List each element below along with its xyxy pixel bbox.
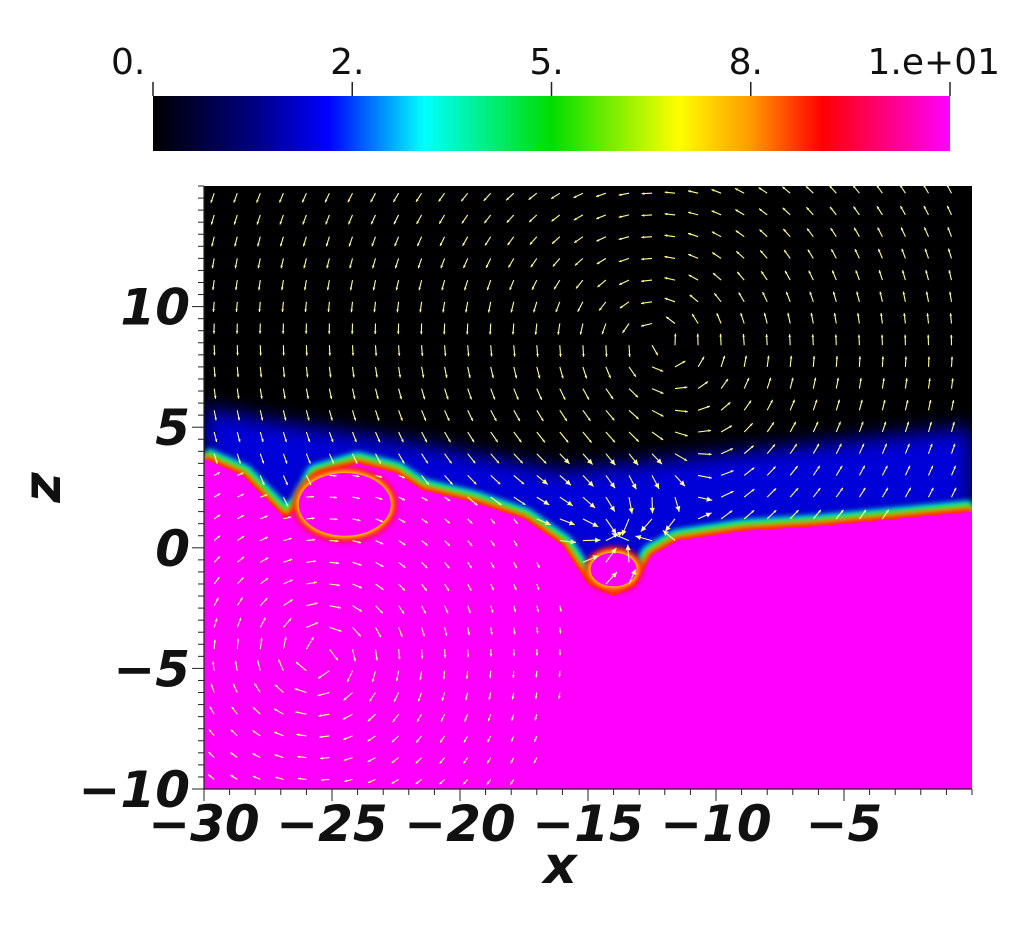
x-axis-title: x bbox=[540, 836, 578, 896]
x-tick-label: −20 bbox=[404, 795, 515, 853]
colorbar-tick-label: 5. bbox=[529, 42, 563, 83]
y-axis-title: z bbox=[13, 472, 73, 504]
y-tick-label: −10 bbox=[79, 761, 190, 819]
plot-area bbox=[204, 184, 972, 789]
y-tick-label: 5 bbox=[155, 399, 190, 457]
y-axis: −10 −5 0 5 10 bbox=[79, 186, 204, 819]
x-tick-label: −5 bbox=[806, 795, 883, 853]
y-tick-label: 10 bbox=[120, 279, 190, 337]
x-tick-label: −10 bbox=[660, 795, 771, 853]
colorbar-tick-label: 8. bbox=[729, 42, 763, 83]
colorbar-tick-label: 1.e+01 bbox=[868, 42, 1000, 83]
colorbar: 0. 2. 5. 8. 1.e+01 bbox=[111, 42, 1000, 151]
bubble bbox=[299, 473, 391, 536]
colorbar-tick-label: 2. bbox=[330, 42, 364, 83]
colorbar-tick-label: 0. bbox=[111, 42, 145, 83]
y-tick-label: 0 bbox=[155, 520, 190, 578]
y-tick-label: −5 bbox=[113, 640, 190, 698]
x-tick-label: −25 bbox=[276, 795, 387, 853]
colorbar-gradient bbox=[153, 96, 950, 151]
